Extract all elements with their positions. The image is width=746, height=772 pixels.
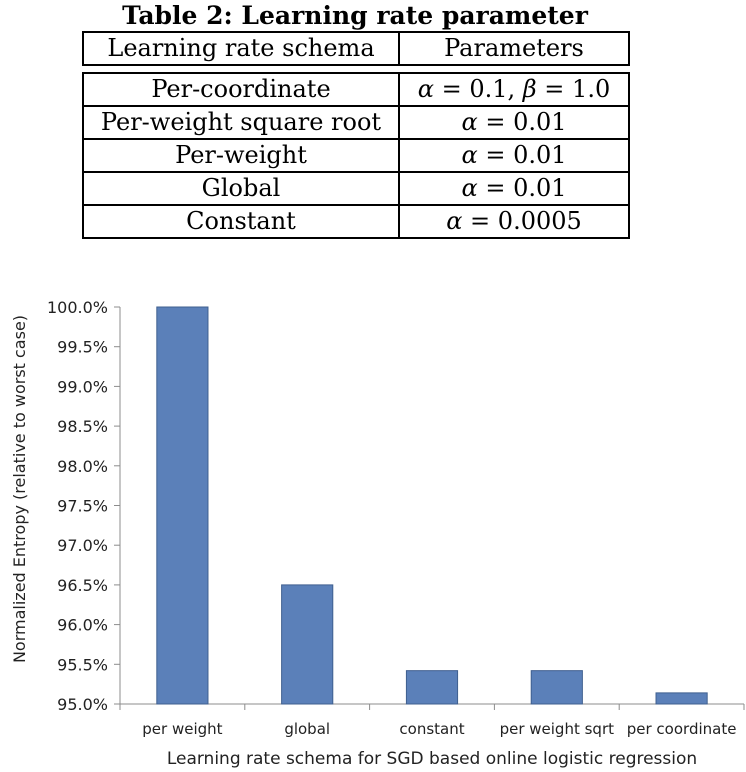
y-tick-label: 96.5% — [57, 576, 108, 595]
x-tick-labels: per weight global constant per weight sqrt p… — [142, 720, 736, 738]
schema-cell: Constant — [82, 204, 400, 239]
x-tick-label: per weight — [142, 720, 222, 738]
y-tick-labels: 95.0% 95.5% 96.0% 96.5% 97.0% 97.5% 98.0% 98.5%… — [47, 298, 108, 714]
schema-cell: Per-weight — [82, 138, 400, 173]
param-value-2: 1.0 — [572, 75, 611, 103]
bar-chart: 95.0% 95.5% 96.0% 96.5% 97.0% 97.5% 98.0% 98.5%… — [10, 298, 745, 769]
y-tick-label: 95.0% — [57, 695, 108, 714]
chart-axes — [114, 306, 745, 710]
y-tick-label: 97.0% — [57, 536, 108, 555]
param-symbol: α — [461, 108, 478, 136]
table-row: Per-weight square root α = 0.01 — [82, 105, 630, 140]
bar — [530, 670, 583, 705]
y-tick-label: 96.0% — [57, 616, 108, 635]
x-tick-label: constant — [399, 720, 464, 738]
x-tick-label: global — [284, 720, 330, 738]
chart-bars — [156, 306, 708, 705]
param-value: 0.01 — [513, 174, 567, 202]
schema-cell: Global — [82, 171, 400, 206]
param-symbol: α — [446, 207, 463, 235]
parameter-cell: α = 0.01 — [398, 138, 630, 173]
param-value: 0.0005 — [497, 207, 582, 235]
x-tick-label: per weight sqrt — [500, 720, 615, 738]
y-tick-label: 100.0% — [47, 298, 108, 317]
param-value: 0.01 — [513, 141, 567, 169]
parameter-table: Per-coordinate α = 0.1, β = 1.0 Per-weig… — [82, 72, 630, 239]
bar — [405, 670, 459, 705]
parameter-cell: α = 0.01 — [398, 105, 630, 140]
parameter-cell: α = 0.1, β = 1.0 — [398, 72, 630, 107]
table-row: Global α = 0.01 — [82, 171, 630, 206]
y-tick-label: 99.0% — [57, 377, 108, 396]
param-symbol: α — [461, 174, 478, 202]
table-row: Constant α = 0.0005 — [82, 204, 630, 239]
param-symbol: α — [417, 75, 434, 103]
bar — [156, 306, 209, 705]
y-tick-label: 95.5% — [57, 655, 108, 674]
schema-cell: Per-weight square root — [82, 105, 400, 140]
parameter-table-header: Learning rate schema Parameters — [82, 31, 630, 66]
x-axis-label: Learning rate schema for SGD based onlin… — [167, 749, 697, 769]
parameter-cell: α = 0.0005 — [398, 204, 630, 239]
param-symbol: α — [461, 141, 478, 169]
param-symbol-2: β — [522, 75, 537, 103]
y-tick-label: 98.5% — [57, 417, 108, 436]
table-row: Per-coordinate α = 0.1, β = 1.0 — [82, 72, 630, 107]
schema-cell: Per-coordinate — [82, 72, 400, 107]
header-parameters: Parameters — [398, 31, 630, 66]
table-row: Per-weight α = 0.01 — [82, 138, 630, 173]
bar — [655, 692, 708, 705]
y-tick-label: 97.5% — [57, 497, 108, 516]
y-tick-label: 99.5% — [57, 338, 108, 357]
table-title: Table 2: Learning rate parameter — [122, 1, 588, 30]
parameter-cell: α = 0.01 — [398, 171, 630, 206]
header-schema: Learning rate schema — [82, 31, 400, 66]
x-tick-label: per coordinate — [627, 720, 737, 738]
param-value: 0.01 — [513, 108, 567, 136]
bar — [281, 584, 334, 705]
y-axis-label: Normalized Entropy (relative to worst ca… — [10, 315, 29, 663]
y-tick-label: 98.0% — [57, 457, 108, 476]
param-value: 0.1 — [469, 75, 508, 103]
table-header-row: Learning rate schema Parameters — [82, 31, 630, 66]
